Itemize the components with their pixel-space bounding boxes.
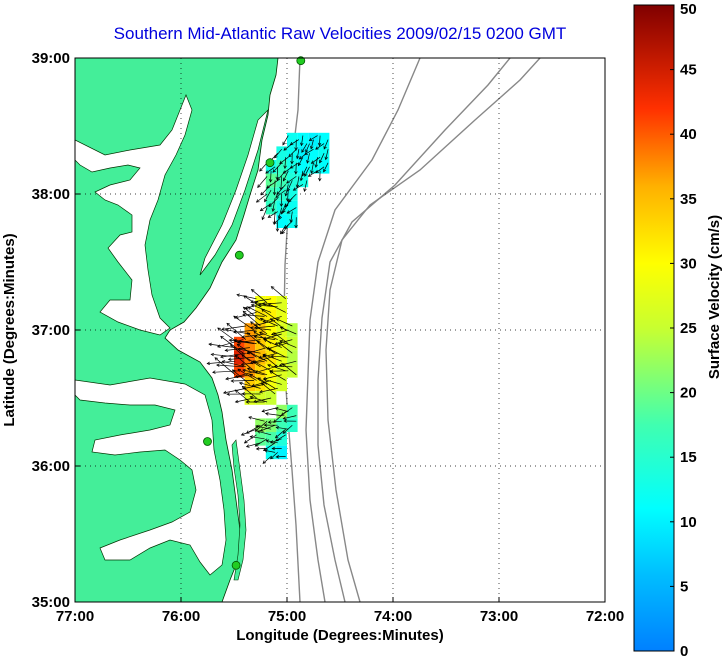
colorbar-tick-label: 40 [680,126,697,143]
x-axis-label: Longitude (Degrees:Minutes) [236,627,444,644]
velocity-cell [255,391,266,405]
x-tick-label: 72:00 [586,608,624,625]
radar-station-marker [232,561,240,569]
radar-station-marker [235,251,243,259]
colorbar-tick-label: 25 [680,320,697,337]
colorbar-tick-label: 35 [680,191,697,208]
colorbar-tick-label: 50 [680,1,697,18]
y-tick-label: 38:00 [32,186,70,203]
velocity-cell [266,296,277,310]
y-tick-labels: 35:00 36:00 37:00 38:00 39:00 [32,50,80,611]
colorbar-tick-label: 15 [680,449,697,466]
radar-station-marker [266,159,274,167]
velocity-cell [276,378,287,392]
colorbar-tick-label: 0 [680,643,688,659]
velocity-arrow [257,448,268,449]
colorbar-tick-label: 30 [680,255,697,272]
y-tick-label: 36:00 [32,458,70,475]
velocity-cell [287,364,298,378]
colorbar-tick-label: 5 [680,578,688,595]
velocity-arrow [276,456,286,457]
y-tick-label: 39:00 [32,50,70,67]
colorbar-label: Surface Velocity (cm/s) [706,215,723,379]
velocity-cell [287,323,298,337]
colorbar [634,5,674,651]
y-axis-label: Latitude (Degrees:Minutes) [1,233,18,426]
chart-title: Southern Mid-Atlantic Raw Velocities 200… [114,24,567,43]
y-tick-label: 37:00 [32,322,70,339]
x-tick-label: 76:00 [162,608,200,625]
colorbar-tick-label: 45 [680,62,697,79]
x-tick-label: 74:00 [374,608,412,625]
velocity-cell [276,446,287,460]
x-tick-label: 75:00 [268,608,306,625]
x-tick-label: 73:00 [480,608,518,625]
colorbar-tick-label: 20 [680,385,697,402]
radar-station-marker [204,438,212,446]
y-tick-label: 35:00 [32,594,70,611]
colorbar-tick-label: 10 [680,514,697,531]
velocity-cell [287,337,298,351]
